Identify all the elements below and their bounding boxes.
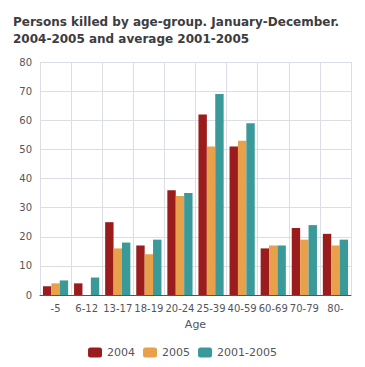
svg-text:2005: 2005 bbox=[162, 346, 190, 359]
svg-text:60: 60 bbox=[19, 115, 32, 126]
svg-text:40: 40 bbox=[19, 173, 32, 184]
svg-text:18-19: 18-19 bbox=[134, 303, 163, 314]
svg-text:70: 70 bbox=[19, 86, 32, 97]
svg-text:20-24: 20-24 bbox=[165, 303, 194, 314]
svg-text:80: 80 bbox=[19, 57, 32, 68]
svg-text:40-59: 40-59 bbox=[228, 303, 257, 314]
svg-text:-5: -5 bbox=[51, 303, 61, 314]
svg-text:70-79: 70-79 bbox=[290, 303, 319, 314]
svg-text:Persons killed by age-group. J: Persons killed by age-group. January-Dec… bbox=[13, 15, 339, 29]
svg-text:30: 30 bbox=[19, 202, 32, 213]
svg-text:13-17: 13-17 bbox=[103, 303, 132, 314]
svg-text:2004: 2004 bbox=[107, 346, 135, 359]
svg-text:Age: Age bbox=[185, 318, 207, 331]
svg-text:6-12: 6-12 bbox=[75, 303, 98, 314]
svg-text:80-: 80- bbox=[327, 303, 344, 314]
svg-text:25-39: 25-39 bbox=[197, 303, 226, 314]
svg-text:20: 20 bbox=[19, 231, 32, 242]
svg-text:10: 10 bbox=[19, 260, 32, 271]
svg-text:2004-2005 and average 2001-200: 2004-2005 and average 2001-2005 bbox=[13, 32, 249, 46]
svg-text:60-69: 60-69 bbox=[259, 303, 288, 314]
svg-text:0: 0 bbox=[26, 290, 32, 301]
svg-text:2001-2005: 2001-2005 bbox=[217, 346, 277, 359]
svg-text:50: 50 bbox=[19, 144, 32, 155]
